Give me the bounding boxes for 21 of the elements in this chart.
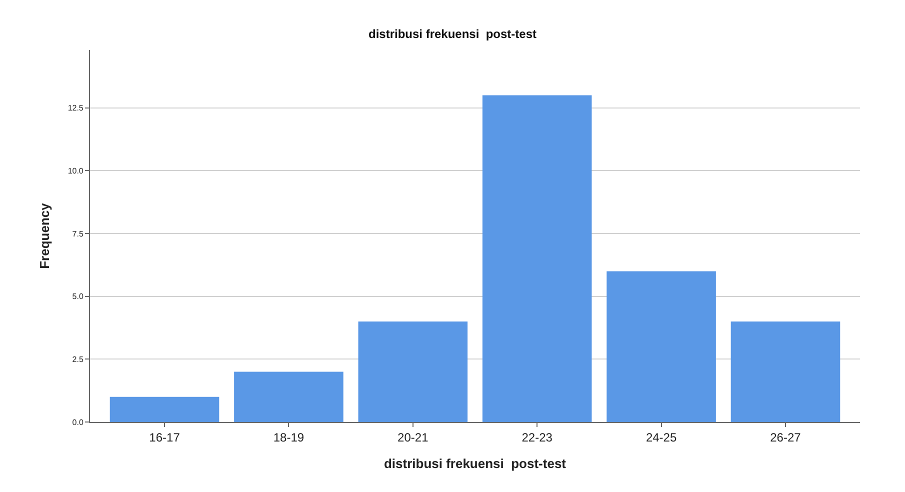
y-axis-title: Frequency — [36, 202, 52, 269]
bar — [110, 396, 220, 422]
x-tick-label: 18-19 — [273, 430, 304, 444]
bar — [730, 321, 840, 422]
x-tick-label: 22-23 — [522, 430, 553, 444]
x-axis-title: distribusi frekuensi post-test — [384, 456, 567, 471]
y-tick-label: 0.0 — [72, 418, 84, 427]
x-tick-label: 16-17 — [149, 430, 180, 444]
bar — [358, 321, 468, 422]
y-tick-label: 7.5 — [72, 229, 84, 238]
y-tick-label: 12.5 — [68, 104, 84, 113]
y-tick-label: 10.0 — [68, 166, 84, 176]
bar — [606, 271, 716, 422]
x-tick-label: 24-25 — [646, 430, 677, 444]
bar — [234, 372, 344, 422]
x-tick-label: 26-27 — [770, 430, 802, 444]
y-tick-label: 2.5 — [72, 354, 84, 364]
x-tick-label: 20-21 — [398, 430, 429, 444]
chart-title: distribusi frekuensi post-test — [368, 26, 537, 41]
bar — [482, 95, 592, 422]
y-tick-label: 5.0 — [72, 292, 84, 302]
